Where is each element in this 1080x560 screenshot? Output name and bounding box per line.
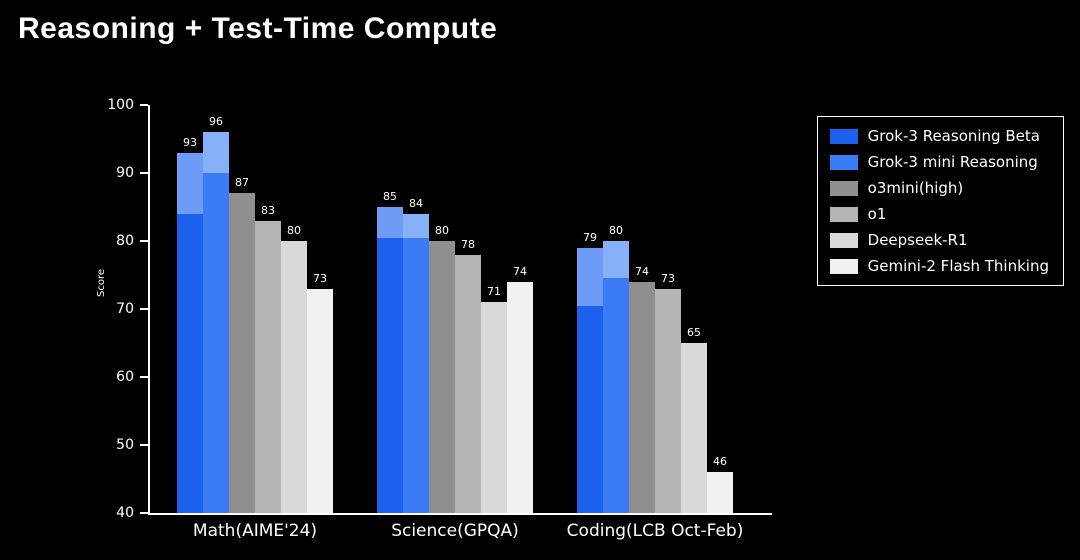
- bar-deepseek-r1: [681, 343, 707, 513]
- bar-solid-segment: [577, 305, 603, 513]
- y-tick-mark: [140, 172, 148, 174]
- bar-solid-segment: [603, 278, 629, 513]
- bar-value-label: 74: [513, 264, 527, 278]
- bar-grok-3-reasoning-beta: [577, 247, 603, 513]
- bar-value-label: 79: [583, 230, 597, 244]
- legend-swatch: [829, 154, 858, 170]
- bar-value-label: 80: [435, 224, 449, 237]
- bar-gemini-2-flash-thinking: [307, 288, 333, 513]
- bar-value-label: 87: [235, 176, 249, 190]
- legend-label: o1: [867, 205, 887, 223]
- legend: Grok-3 Reasoning Beta Grok-3 mini Reasoni…: [816, 116, 1064, 286]
- legend-label: Grok-3 mini Reasoning: [867, 153, 1038, 171]
- legend-swatch: [829, 258, 858, 274]
- legend-item: o1: [829, 205, 1049, 223]
- legend-label: o3mini(high): [867, 179, 964, 197]
- y-tick-label: 100: [107, 97, 134, 113]
- x-tick-label: Math(AIME'24): [192, 521, 318, 541]
- bar-value-label: 73: [661, 271, 675, 285]
- y-tick-label: 50: [116, 437, 134, 453]
- legend-item: Gemini-2 Flash Thinking: [829, 257, 1049, 275]
- bar-o3mini-high-: [629, 281, 655, 513]
- bar-chart-plot-area: 40 50 60 70 80 90 100 93 96 87 83 80 73 Math(AIME'24)…: [107, 97, 772, 541]
- bar-deepseek-r1: [481, 302, 507, 513]
- y-tick-mark: [140, 512, 148, 514]
- bar-grok-3-mini-reasoning: [403, 213, 429, 513]
- legend-item: o3mini(high): [829, 179, 1049, 197]
- y-tick-mark: [140, 240, 148, 242]
- y-tick-mark: [140, 308, 148, 310]
- y-tick-mark: [140, 444, 148, 446]
- bar-solid-segment: [377, 237, 403, 513]
- bar-deepseek-r1: [281, 241, 307, 513]
- bar-value-label: 83: [261, 203, 275, 217]
- bar-solid-segment: [403, 237, 429, 513]
- bar-value-label: 93: [183, 135, 197, 149]
- bar-o1: [455, 254, 481, 513]
- legend-swatch: [829, 232, 858, 248]
- bar-o3mini-high-: [429, 241, 455, 513]
- y-tick-label: 40: [116, 505, 134, 521]
- bar-o1: [655, 288, 681, 513]
- legend-label: Gemini-2 Flash Thinking: [867, 257, 1049, 275]
- bar-value-label: 85: [383, 190, 397, 203]
- bar-value-label: 84: [409, 196, 423, 210]
- legend-item: Grok-3 mini Reasoning: [829, 153, 1049, 171]
- bar-value-label: 96: [209, 115, 223, 129]
- y-tick-mark: [140, 376, 148, 378]
- bar-gemini-2-flash-thinking: [707, 472, 733, 513]
- y-axis-label: Score: [96, 268, 107, 297]
- bar-value-label: 74: [635, 264, 649, 278]
- legend-swatch: [829, 206, 858, 222]
- y-tick-label: 80: [116, 233, 134, 249]
- x-tick-label: Coding(LCB Oct-Feb): [566, 521, 744, 541]
- legend-label: Deepseek-R1: [867, 231, 968, 249]
- legend-swatch: [829, 128, 858, 144]
- bar-o3mini-high-: [229, 193, 255, 513]
- bar-grok-3-mini-reasoning: [203, 132, 229, 513]
- bar-grok-3-reasoning-beta: [377, 207, 403, 513]
- x-tick-label: Science(GPQA): [391, 521, 519, 541]
- bar-value-label: 80: [609, 224, 623, 237]
- bar-gemini-2-flash-thinking: [507, 281, 533, 513]
- bar-solid-segment: [203, 173, 229, 513]
- y-tick-label: 90: [116, 165, 134, 181]
- bar-value-label: 46: [713, 455, 727, 469]
- bar-solid-segment: [177, 213, 203, 513]
- y-tick-mark: [140, 104, 148, 106]
- legend-item: Deepseek-R1: [829, 231, 1049, 249]
- bar-grok-3-mini-reasoning: [603, 241, 629, 513]
- bar-grok-3-reasoning-beta: [177, 152, 203, 513]
- y-tick-label: 60: [116, 369, 134, 385]
- legend-item: Grok-3 Reasoning Beta: [829, 127, 1049, 145]
- bar-value-label: 73: [313, 271, 327, 285]
- legend-swatch: [829, 180, 858, 196]
- bar-value-label: 65: [687, 326, 701, 339]
- y-tick-label: 70: [116, 301, 134, 317]
- bar-value-label: 78: [461, 237, 475, 251]
- bar-o1: [255, 220, 281, 513]
- bar-value-label: 80: [287, 224, 301, 237]
- legend-label: Grok-3 Reasoning Beta: [867, 127, 1040, 145]
- page-title: Reasoning + Test-Time Compute: [18, 12, 498, 45]
- bar-value-label: 71: [487, 285, 501, 299]
